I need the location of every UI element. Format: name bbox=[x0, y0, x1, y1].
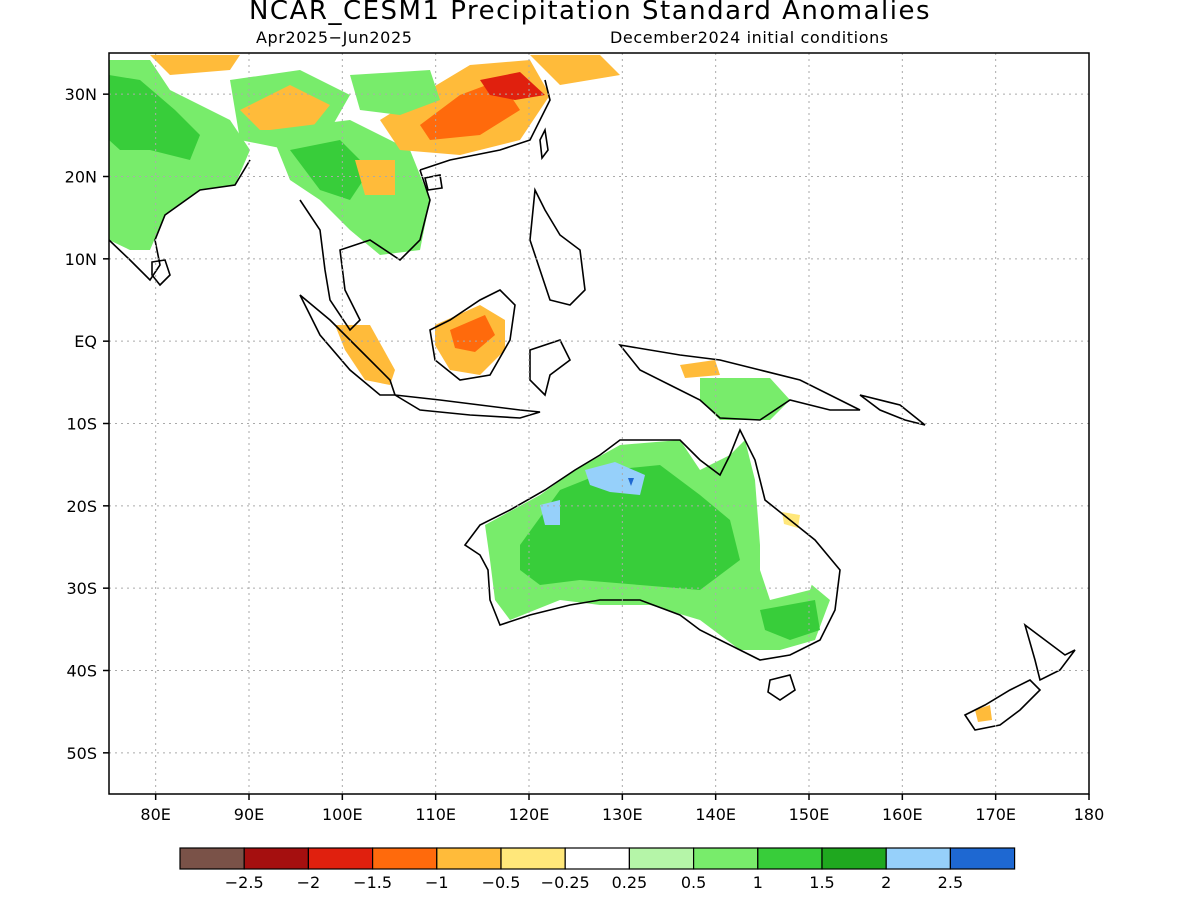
lat-tick-label: 30N bbox=[65, 85, 97, 104]
lat-tick-label: 10N bbox=[65, 250, 97, 269]
colorbar-label: −0.25 bbox=[541, 873, 590, 892]
hainan bbox=[424, 174, 443, 191]
colorbar-label: 1 bbox=[753, 873, 763, 892]
colorbar-label: −1.5 bbox=[353, 873, 392, 892]
lat-tick-label: 10S bbox=[66, 415, 97, 434]
himalaya-negative bbox=[240, 85, 330, 130]
lon-tick-label: 100E bbox=[322, 805, 363, 824]
lat-tick-label: 30S bbox=[66, 579, 97, 598]
colorbar-swatch bbox=[436, 847, 502, 870]
china-coast bbox=[419, 79, 551, 171]
kimberley-very-wet bbox=[628, 478, 634, 486]
colorbar-swatch bbox=[179, 847, 245, 870]
kimberley-wet bbox=[585, 462, 645, 495]
colorbar-swatch bbox=[949, 847, 1016, 870]
sulawesi bbox=[529, 339, 572, 397]
china-northeast-negative bbox=[530, 55, 620, 85]
new-guinea-negative bbox=[680, 360, 720, 378]
map-title: NCAR_CESM1 Precipitation Standard Anomal… bbox=[248, 0, 932, 26]
colorbar: −2.5 −2 −1.5 −1 −0.5 −0.25 0.25 0.5 1 1.5 2 2.5 bbox=[179, 847, 1016, 892]
java bbox=[394, 394, 541, 419]
india-coast bbox=[109, 159, 251, 282]
australia-east-neutral bbox=[760, 500, 820, 600]
philippines bbox=[529, 187, 586, 306]
lon-tick-label: 170E bbox=[975, 805, 1016, 824]
new-guinea bbox=[618, 343, 861, 421]
anomaly-shading bbox=[109, 55, 992, 722]
laos-negative bbox=[355, 160, 395, 195]
borneo bbox=[429, 289, 516, 381]
colorbar-swatch bbox=[757, 847, 823, 870]
colorbar-label: 2 bbox=[881, 873, 891, 892]
gridlines bbox=[109, 53, 1089, 794]
sri-lanka-coast bbox=[151, 259, 171, 287]
lat-tick-label: 50S bbox=[66, 744, 97, 763]
colorbar-swatch bbox=[692, 847, 759, 870]
indochina-coast bbox=[299, 169, 431, 332]
colorbar-swatch bbox=[885, 847, 952, 870]
china-strong-negative bbox=[480, 72, 545, 100]
forecast-period: Apr2025−Jun2025 bbox=[256, 28, 413, 47]
nz-north bbox=[1023, 622, 1076, 682]
new-guinea-positive bbox=[700, 378, 790, 420]
borneo-negative-core bbox=[450, 315, 495, 352]
colorbar-label: 2.5 bbox=[938, 873, 963, 892]
colorbar-label: 0.5 bbox=[681, 873, 706, 892]
china-north-positive bbox=[350, 70, 440, 115]
plot-frame bbox=[108, 52, 1090, 795]
colorbar-swatch bbox=[628, 847, 695, 870]
longitude-axis: 80E 90E 100E 110E 120E 130E 140E 150E 160E 170E 18… bbox=[140, 794, 1104, 824]
lat-tick-label: 20N bbox=[65, 168, 97, 187]
lat-tick-label: 20S bbox=[66, 497, 97, 516]
initial-conditions: December2024 initial conditions bbox=[610, 28, 889, 47]
lon-tick-label: 150E bbox=[789, 805, 830, 824]
colorbar-label: −1 bbox=[425, 873, 449, 892]
colorbar-swatch bbox=[243, 847, 309, 870]
indochina-core bbox=[290, 140, 370, 200]
nz-south bbox=[963, 679, 1042, 731]
lon-tick-label: 160E bbox=[882, 805, 923, 824]
lon-tick-label: 120E bbox=[509, 805, 550, 824]
colorbar-label: −2.5 bbox=[225, 873, 264, 892]
australia-southeast-core bbox=[760, 600, 820, 640]
nz-negative bbox=[975, 705, 992, 722]
lon-tick-label: 140E bbox=[695, 805, 736, 824]
lat-tick-label: 40S bbox=[66, 662, 97, 681]
coastlines bbox=[109, 79, 1076, 731]
colorbar-label: 0.25 bbox=[612, 873, 648, 892]
lon-tick-label: 180 bbox=[1074, 805, 1105, 824]
lat-tick-label: EQ bbox=[74, 332, 97, 351]
tasmania bbox=[767, 674, 796, 701]
lon-tick-label: 130E bbox=[602, 805, 643, 824]
lon-tick-label: 80E bbox=[140, 805, 170, 824]
colorbar-label: −2 bbox=[297, 873, 321, 892]
colorbar-label: 1.5 bbox=[809, 873, 834, 892]
solomon-islands bbox=[859, 394, 926, 426]
australia-positive-core bbox=[520, 465, 740, 590]
colorbar-swatch bbox=[307, 847, 374, 870]
colorbar-swatch bbox=[500, 847, 566, 870]
colorbar-swatch bbox=[821, 847, 887, 870]
tibet-negative bbox=[150, 55, 240, 75]
australia bbox=[463, 428, 841, 661]
lon-tick-label: 90E bbox=[234, 805, 264, 824]
india-positive-core bbox=[109, 75, 200, 160]
colorbar-label: −0.5 bbox=[482, 873, 521, 892]
lon-tick-label: 110E bbox=[415, 805, 456, 824]
colorbar-swatch bbox=[372, 847, 438, 870]
taiwan bbox=[539, 127, 549, 161]
colorbar-swatch bbox=[564, 847, 631, 870]
latitude-axis: 30N 20N 10N EQ 10S 20S 30S 40S 50S bbox=[65, 85, 109, 763]
